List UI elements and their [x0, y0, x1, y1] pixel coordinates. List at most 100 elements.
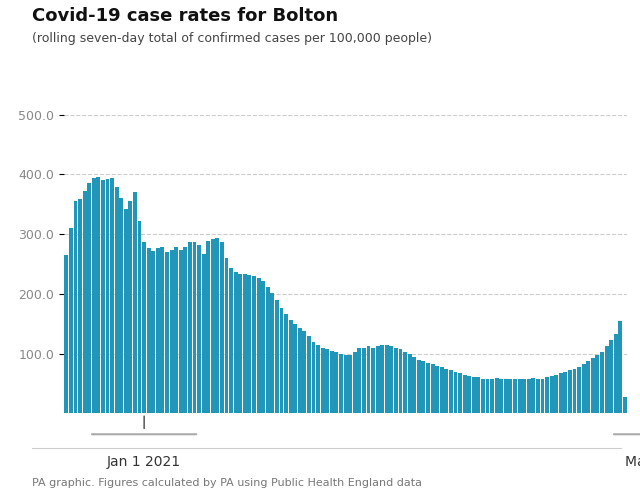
Bar	[518, 378, 522, 413]
Bar	[348, 356, 352, 413]
Bar	[335, 353, 339, 413]
Bar	[344, 355, 348, 413]
Bar	[225, 258, 228, 413]
Bar	[234, 272, 237, 413]
Bar	[541, 379, 545, 413]
Bar	[367, 347, 371, 413]
Bar	[87, 183, 91, 413]
Bar	[504, 379, 508, 413]
Text: Jan 1 2021: Jan 1 2021	[107, 455, 181, 469]
Bar	[426, 363, 430, 413]
Bar	[573, 369, 577, 413]
Bar	[376, 347, 380, 413]
Bar	[119, 198, 123, 413]
Bar	[417, 360, 421, 413]
Bar	[266, 287, 269, 413]
Bar	[174, 247, 178, 413]
Bar	[202, 254, 205, 413]
Bar	[499, 379, 503, 413]
Bar	[531, 378, 535, 413]
Bar	[357, 348, 362, 413]
Bar	[618, 321, 622, 413]
Bar	[609, 341, 613, 413]
Bar	[408, 354, 412, 413]
Bar	[380, 345, 384, 413]
Bar	[289, 320, 292, 413]
Bar	[536, 378, 540, 413]
Bar	[591, 359, 595, 413]
Bar	[238, 274, 242, 413]
Bar	[586, 362, 590, 413]
Bar	[339, 354, 343, 413]
Bar	[600, 353, 604, 413]
Bar	[211, 240, 215, 413]
Bar	[390, 347, 394, 413]
Bar	[422, 362, 426, 413]
Bar	[193, 243, 196, 413]
Bar	[550, 376, 554, 413]
Bar	[229, 267, 233, 413]
Bar	[92, 178, 96, 413]
Bar	[65, 255, 68, 413]
Text: May 7 2021: May 7 2021	[625, 455, 640, 469]
Bar	[312, 342, 316, 413]
Bar	[280, 308, 284, 413]
Bar	[129, 201, 132, 413]
Bar	[476, 377, 481, 413]
Bar	[298, 329, 301, 413]
Bar	[321, 348, 324, 413]
Bar	[115, 187, 118, 413]
Bar	[412, 357, 416, 413]
Bar	[399, 350, 403, 413]
Bar	[513, 378, 517, 413]
Bar	[554, 375, 558, 413]
Bar	[293, 324, 297, 413]
Bar	[69, 228, 73, 413]
Bar	[184, 247, 188, 413]
Text: PA graphic. Figures calculated by PA using Public Health England data: PA graphic. Figures calculated by PA usi…	[32, 478, 422, 488]
Bar	[83, 191, 86, 413]
Bar	[188, 243, 192, 413]
Bar	[431, 365, 435, 413]
Bar	[252, 276, 256, 413]
Bar	[261, 281, 265, 413]
Bar	[545, 377, 549, 413]
Bar	[559, 374, 563, 413]
Bar	[257, 278, 260, 413]
Bar	[353, 353, 356, 413]
Bar	[440, 368, 444, 413]
Bar	[481, 379, 485, 413]
Bar	[216, 238, 220, 413]
Bar	[284, 314, 288, 413]
Bar	[124, 209, 128, 413]
Bar	[101, 180, 105, 413]
Bar	[490, 378, 494, 413]
Bar	[385, 345, 388, 413]
Bar	[444, 369, 448, 413]
Bar	[307, 336, 311, 413]
Bar	[142, 242, 146, 413]
Bar	[595, 356, 600, 413]
Text: (rolling seven-day total of confirmed cases per 100,000 people): (rolling seven-day total of confirmed ca…	[32, 32, 432, 45]
Bar	[151, 251, 156, 413]
Bar	[563, 372, 567, 413]
Bar	[106, 179, 109, 413]
Bar	[403, 353, 407, 413]
Bar	[568, 371, 572, 413]
Bar	[577, 368, 581, 413]
Bar	[170, 250, 173, 413]
Bar	[138, 221, 141, 413]
Bar	[458, 374, 462, 413]
Bar	[394, 348, 398, 413]
Bar	[243, 274, 247, 413]
Bar	[623, 396, 627, 413]
Bar	[325, 350, 329, 413]
Text: Covid-19 case rates for Bolton: Covid-19 case rates for Bolton	[32, 7, 338, 25]
Bar	[220, 243, 224, 413]
Bar	[248, 275, 252, 413]
Bar	[614, 335, 618, 413]
Bar	[206, 241, 210, 413]
Bar	[435, 366, 439, 413]
Bar	[147, 249, 150, 413]
Bar	[495, 378, 499, 413]
